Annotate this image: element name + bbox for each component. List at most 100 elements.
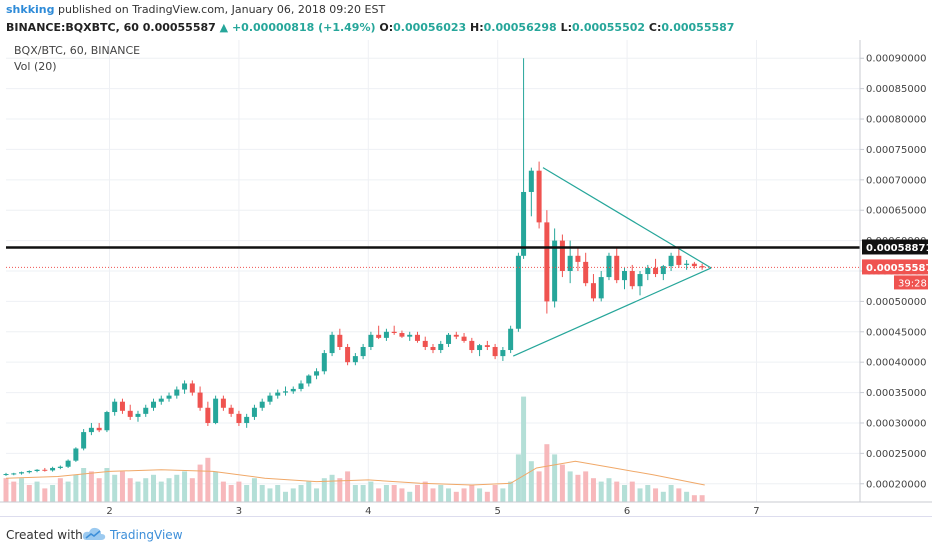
volume-bar — [469, 485, 475, 502]
tradingview-brand[interactable]: TradingView — [110, 528, 183, 542]
time-tick-label: 4 — [365, 506, 371, 516]
price-tick-label: 0.00030000 — [866, 418, 926, 429]
candle-body — [143, 407, 149, 414]
candle-body — [158, 398, 164, 402]
candle-body — [559, 240, 565, 271]
up-triangle-icon: ▲ — [219, 21, 229, 34]
symbol-label: BINANCE:BQXBTC, 60 — [6, 21, 139, 34]
volume-bar — [50, 485, 56, 502]
candle-body — [73, 448, 79, 461]
candle-body — [290, 388, 296, 392]
candle-body — [521, 191, 527, 256]
volume-bar — [414, 485, 420, 502]
author-name[interactable]: shkking — [6, 3, 55, 16]
price-tick-label: 0.00080000 — [866, 115, 926, 126]
volume-bar — [575, 474, 581, 502]
countdown-badge — [894, 275, 928, 290]
volume-bar — [376, 488, 382, 502]
triangle-upper-line — [542, 167, 712, 269]
price-tick-label: 0.00040000 — [866, 358, 926, 369]
resistance-price-label: 0.00058871 — [866, 243, 932, 254]
candle-body — [251, 407, 257, 417]
volume-bar — [321, 478, 327, 502]
volume-bar — [536, 471, 542, 502]
volume-bar — [368, 481, 374, 502]
price-tick-label: 0.00070000 — [866, 175, 926, 186]
price-chart[interactable]: 0.00020000 0.00025000 0.00030000 0.00035000… — [0, 40, 932, 516]
candle-body — [189, 383, 195, 393]
candle-body — [414, 334, 420, 341]
candle-body — [96, 427, 102, 431]
candle-body — [637, 274, 643, 287]
candle-body — [492, 346, 498, 357]
volume-bar — [127, 478, 133, 502]
volume-bar — [399, 488, 405, 502]
candle-body — [57, 466, 63, 468]
volume-bar — [119, 471, 125, 502]
volume-bar — [453, 491, 459, 502]
candle-body — [337, 334, 343, 347]
candle-body — [668, 255, 674, 267]
candle-body — [629, 271, 635, 287]
countdown-label: 39:28 — [898, 278, 927, 289]
candle-body — [645, 267, 651, 275]
resistance-price-badge — [862, 239, 928, 255]
candle-body — [182, 383, 188, 390]
volume-bar — [360, 485, 366, 502]
candle-body — [197, 392, 203, 408]
time-tick-label: 6 — [624, 506, 630, 516]
volume-bar — [34, 481, 40, 502]
candle-body — [567, 255, 573, 271]
candle-body — [306, 375, 312, 384]
volume-bar — [259, 485, 265, 502]
volume-bar — [629, 481, 635, 502]
volume-bar — [622, 485, 628, 502]
volume-bar — [329, 474, 335, 502]
low-label: L: — [560, 21, 572, 34]
candle-body — [34, 469, 40, 471]
candle-body — [275, 392, 281, 396]
volume-bar — [151, 474, 157, 502]
created-with-label: Created with — [6, 528, 83, 542]
volume-bar — [438, 485, 444, 502]
candle-body — [583, 261, 589, 284]
volume-bar — [236, 481, 242, 502]
volume-bar — [430, 488, 436, 502]
volume-bar — [26, 485, 32, 502]
candle-body — [267, 395, 273, 402]
volume-bar — [699, 495, 705, 502]
candle-body — [135, 413, 141, 417]
volume-bar — [275, 485, 281, 502]
candle-body — [228, 407, 234, 414]
candle-body — [259, 401, 265, 408]
price-tick-label: 0.00075000 — [866, 145, 926, 156]
close-label: C: — [648, 21, 662, 34]
candle-body — [151, 401, 157, 408]
candle-body — [430, 346, 436, 351]
volume-bar — [3, 478, 9, 502]
volume-bar — [484, 491, 490, 502]
ohlc-line: BINANCE:BQXBTC, 60 0.00055587 ▲ +0.00000… — [6, 21, 734, 34]
volume-bar — [345, 471, 351, 502]
volume-bar — [492, 485, 498, 502]
volume-bar — [306, 481, 312, 502]
volume-bar — [19, 478, 25, 502]
time-tick-label: 5 — [495, 506, 501, 516]
candle-body — [244, 416, 250, 423]
volume-bar — [598, 481, 604, 502]
volume-bar — [668, 485, 674, 502]
candle-body — [422, 340, 428, 347]
volume-bar — [559, 464, 565, 502]
volume-bar — [57, 478, 63, 502]
volume-bar — [205, 457, 211, 502]
candle-body — [119, 401, 125, 411]
high-value: 0.00056298 — [483, 21, 557, 34]
candle-body — [684, 263, 690, 265]
open-label: O: — [379, 21, 394, 34]
last-price: 0.00055587 — [142, 21, 216, 34]
volume-bar — [112, 474, 118, 502]
candle-body — [399, 333, 405, 337]
volume-bar — [352, 485, 358, 502]
volume-bar — [691, 495, 697, 502]
last-price-badge — [862, 259, 928, 275]
